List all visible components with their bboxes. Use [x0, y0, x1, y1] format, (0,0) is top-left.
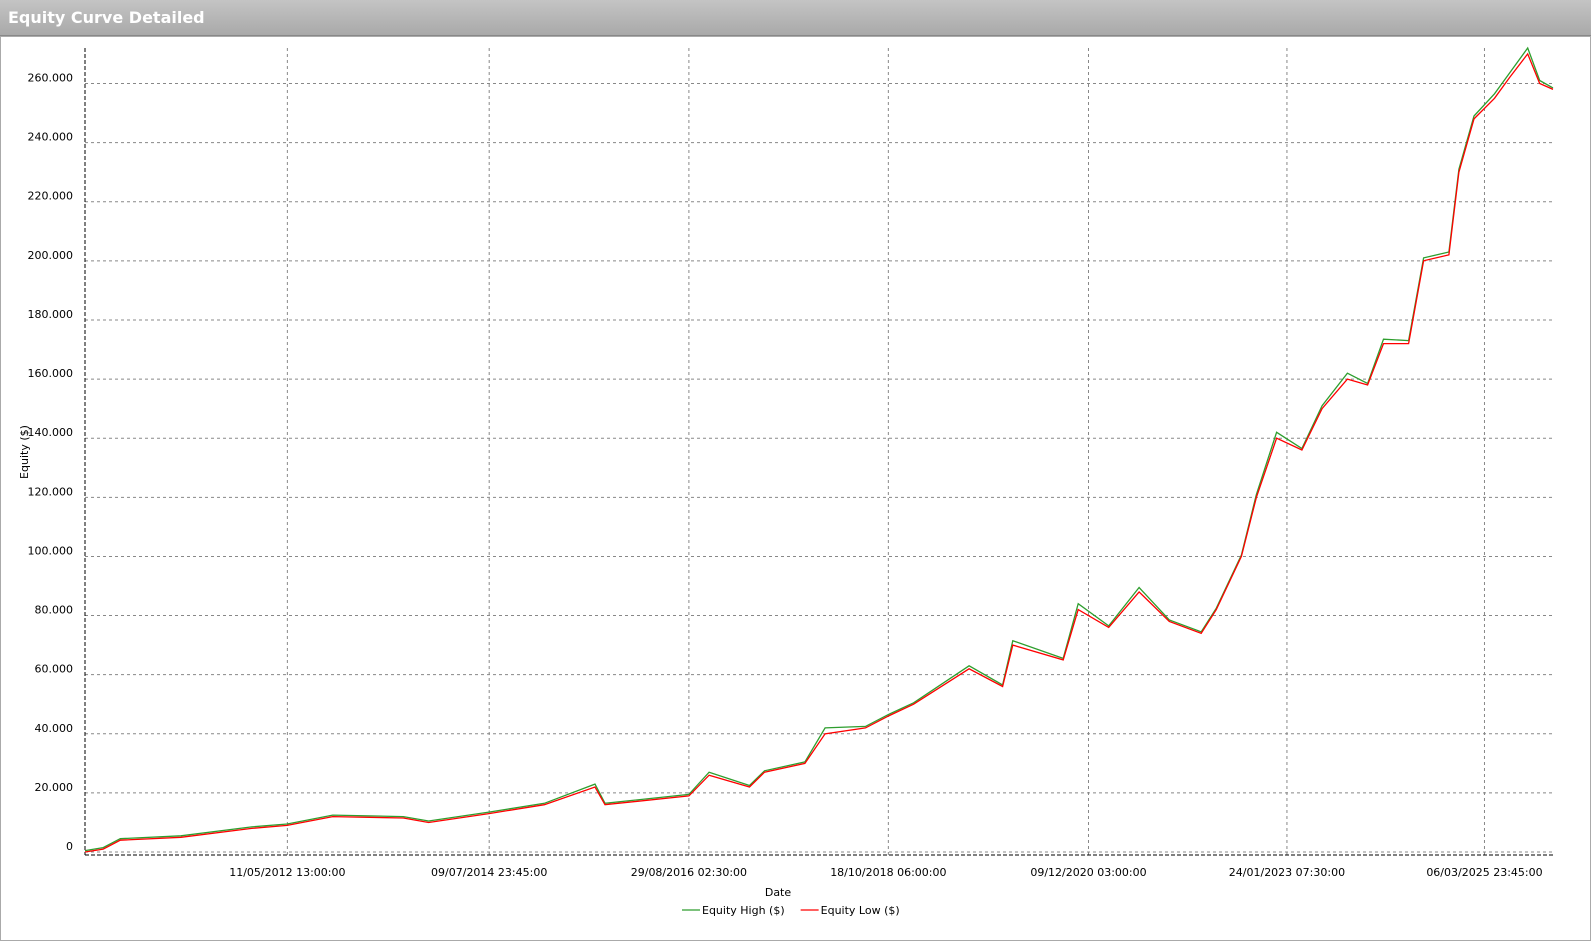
legend-label: Equity Low ($)	[821, 904, 900, 917]
y-tick-label: 60.000	[35, 663, 74, 676]
y-axis-label: Equity ($)	[18, 425, 31, 479]
y-tick-label: 100.000	[28, 544, 74, 557]
series-line	[84, 46, 1554, 852]
window-title: Equity Curve Detailed	[0, 0, 1591, 36]
y-tick-label: 180.000	[28, 308, 74, 321]
x-tick-label: 18/10/2018 06:00:00	[830, 866, 946, 879]
x-tick-label: 24/01/2023 07:30:00	[1229, 866, 1345, 879]
x-tick-label: 09/07/2014 23:45:00	[431, 866, 547, 879]
y-tick-label: 0	[66, 840, 73, 853]
x-tick-label: 11/05/2012 13:00:00	[229, 866, 345, 879]
y-tick-label: 120.000	[28, 485, 74, 498]
y-tick-label: 220.000	[28, 190, 74, 203]
y-tick-label: 160.000	[28, 367, 74, 380]
y-tick-label: 260.000	[28, 71, 74, 84]
x-tick-label: 29/08/2016 02:30:00	[631, 866, 747, 879]
x-tick-label: 06/03/2025 23:45:00	[1426, 866, 1542, 879]
y-tick-label: 140.000	[28, 426, 74, 439]
y-tick-label: 20.000	[35, 781, 74, 794]
y-tick-label: 240.000	[28, 131, 74, 144]
y-tick-label: 40.000	[35, 722, 74, 735]
y-tick-label: 200.000	[28, 249, 74, 262]
x-tick-label: 09/12/2020 03:00:00	[1030, 866, 1146, 879]
y-tick-label: 80.000	[35, 604, 74, 617]
legend-label: Equity High ($)	[702, 904, 785, 917]
x-axis-label: Date	[765, 886, 792, 899]
series-line	[84, 52, 1554, 853]
